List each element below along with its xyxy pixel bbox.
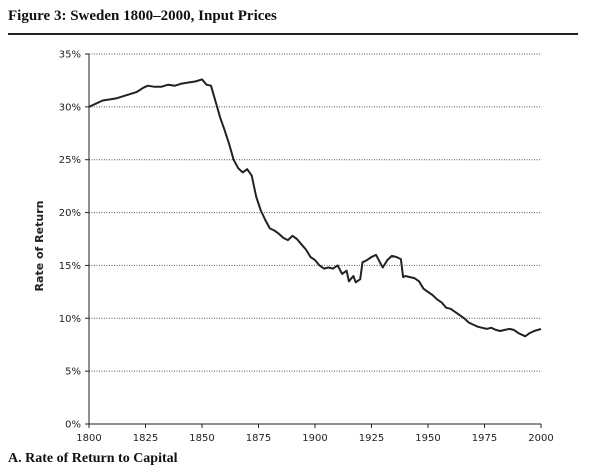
y-tick-label: 0% <box>65 420 81 431</box>
y-tick-label: 5% <box>65 367 81 378</box>
x-tick-label: 1925 <box>359 433 384 444</box>
y-tick-label: 20% <box>59 208 81 219</box>
x-tick-label: 1875 <box>246 433 271 444</box>
series-line <box>88 78 542 338</box>
x-tick-label: 1950 <box>415 433 440 444</box>
y-tick-label: 10% <box>59 314 81 325</box>
axes <box>85 53 542 428</box>
x-tick-label: 1800 <box>76 433 101 444</box>
grid-lines <box>89 53 541 372</box>
x-tick-label: 2000 <box>528 433 553 444</box>
y-tick-label: 35% <box>59 50 81 61</box>
y-tick-labels: 0% 5% 10% 15% 20% 25% 30% 35% <box>59 50 81 431</box>
y-tick-label: 30% <box>59 102 81 113</box>
x-tick-label: 1900 <box>302 433 327 444</box>
y-tick-label: 25% <box>59 155 81 166</box>
title-rule <box>8 33 578 35</box>
x-tick-label: 1850 <box>189 433 214 444</box>
y-tick-label: 15% <box>59 261 81 272</box>
x-tick-label: 1825 <box>133 433 158 444</box>
figure-title: Figure 3: Sweden 1800–2000, Input Prices <box>8 8 277 24</box>
x-tick-labels: 1800 1825 1850 1875 1900 1925 1950 1975 2000 <box>76 433 553 444</box>
y-axis-title: Rate of Return <box>33 201 46 292</box>
figure-caption: A. Rate of Return to Capital <box>8 451 178 466</box>
x-tick-label: 1975 <box>472 433 497 444</box>
